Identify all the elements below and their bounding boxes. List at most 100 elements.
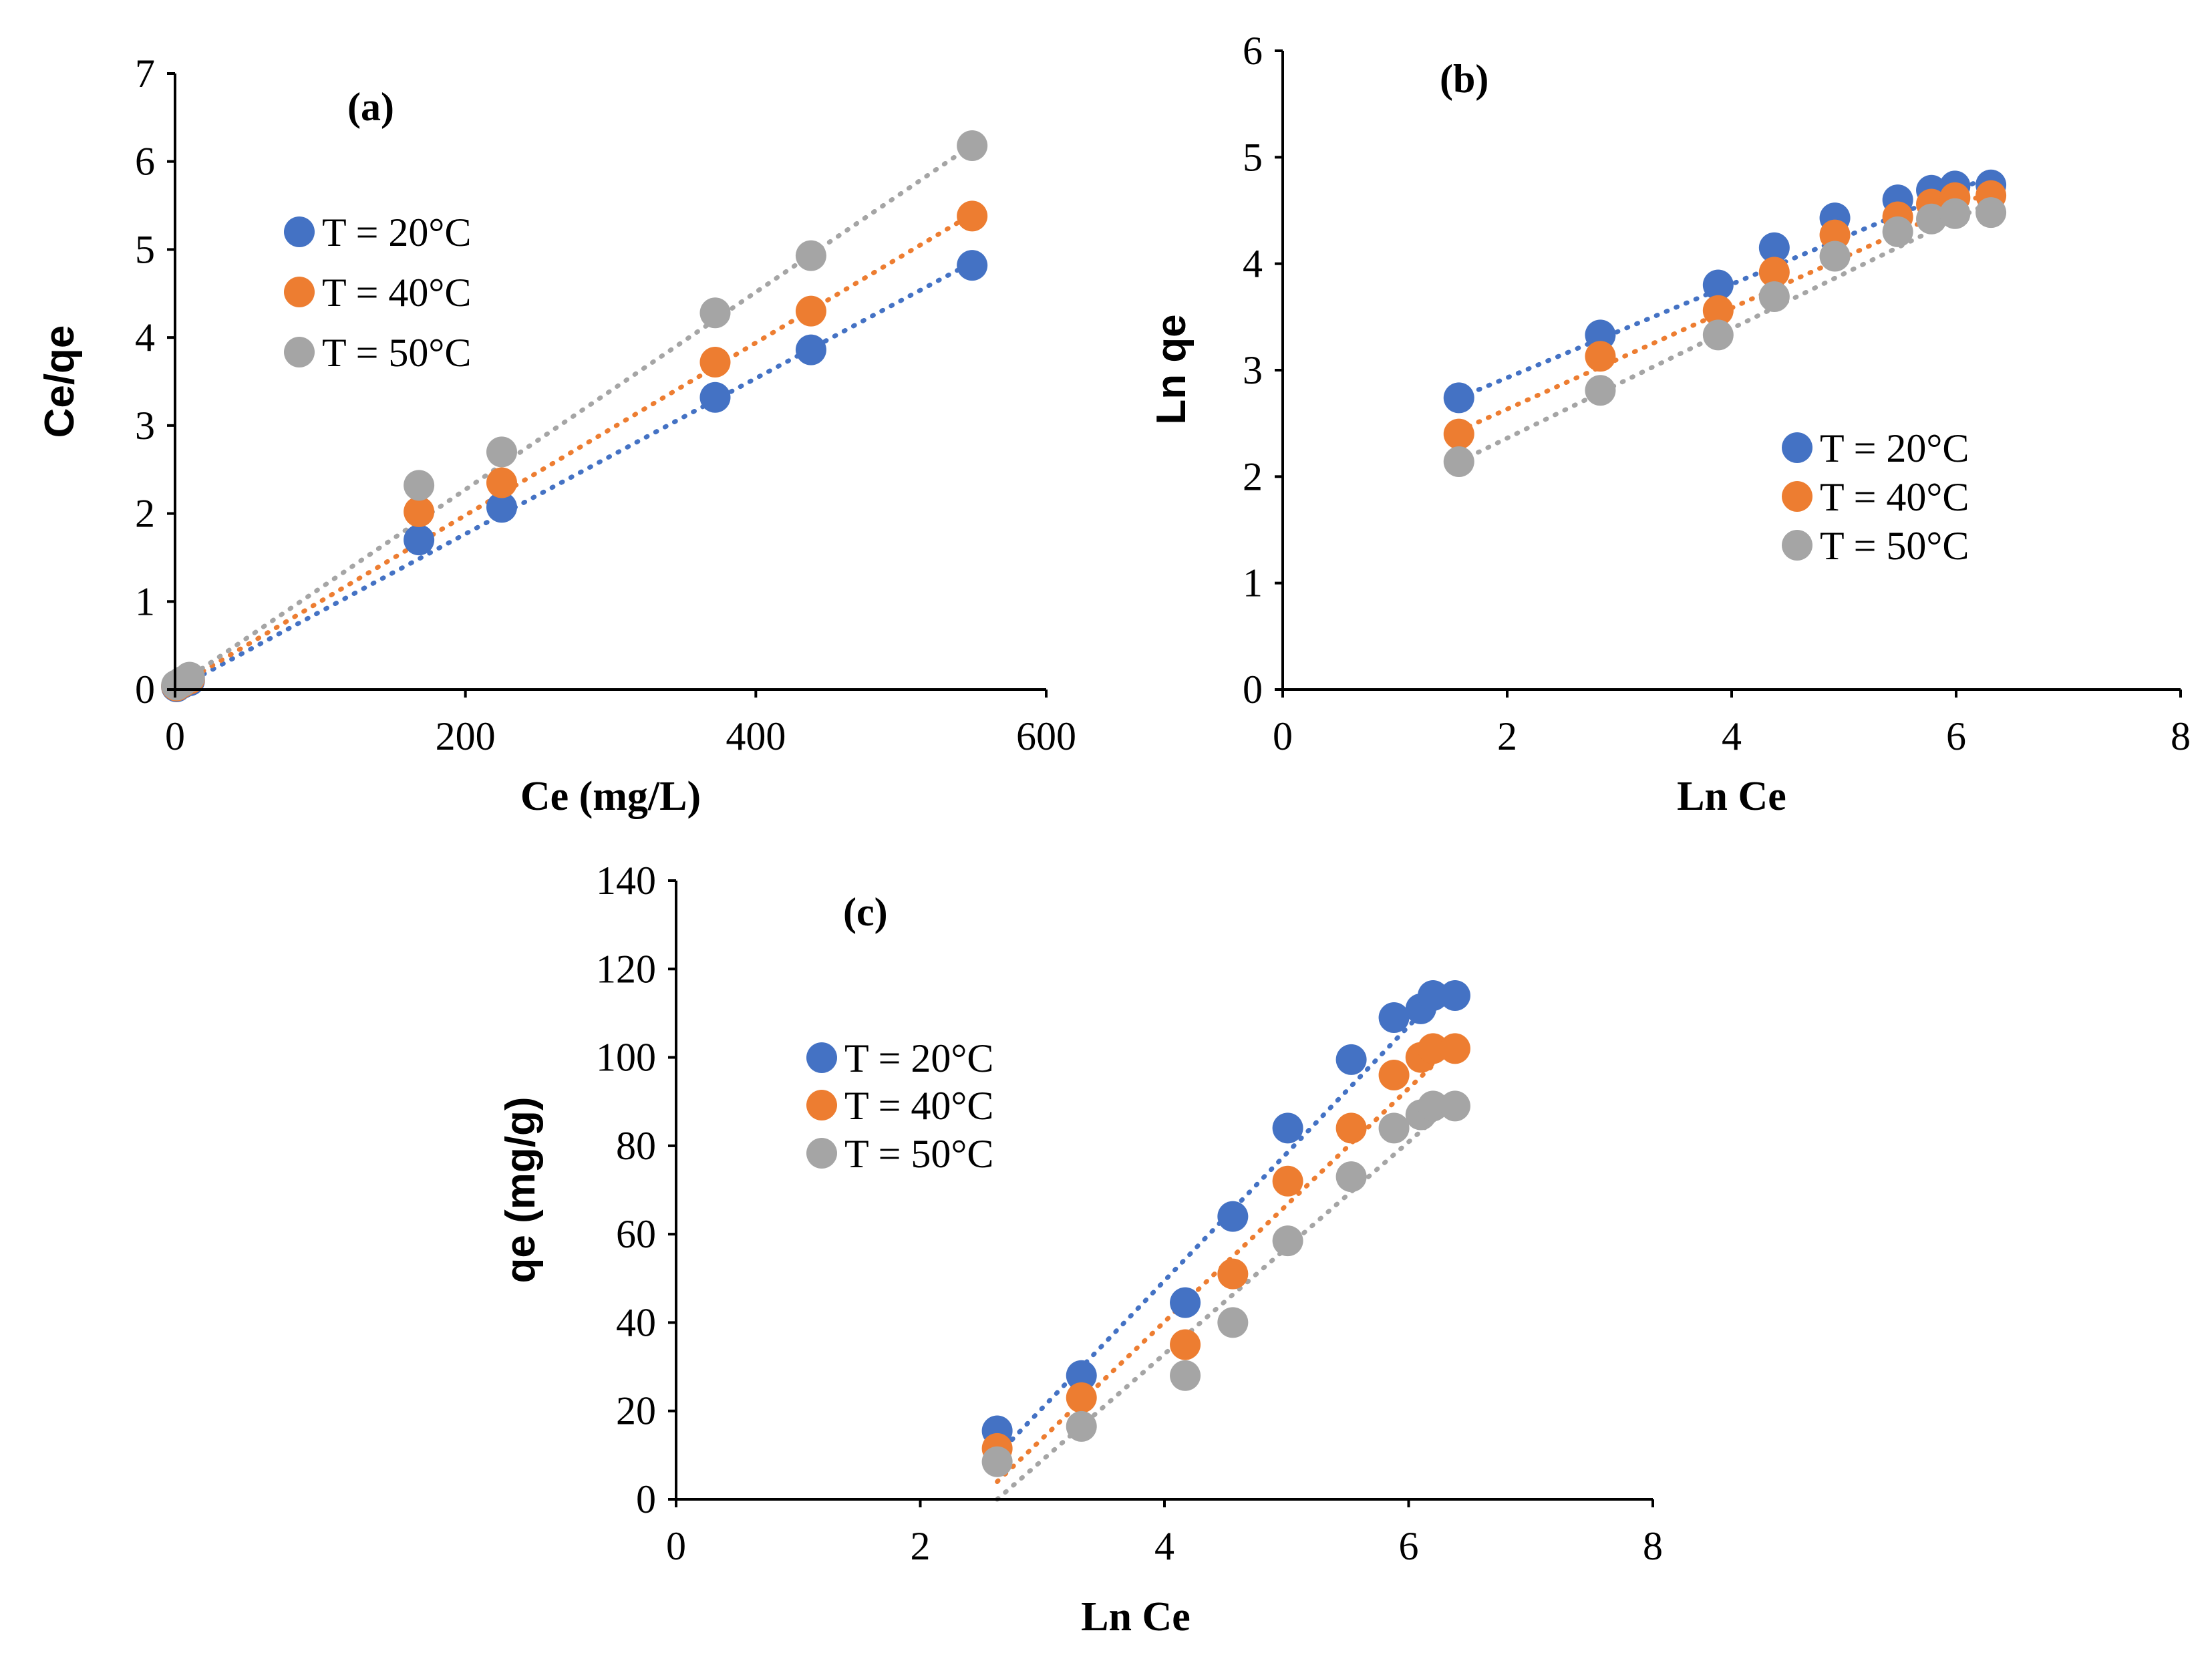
panel-b-point-50 xyxy=(1819,241,1851,272)
panel-a-trendlines xyxy=(172,140,979,692)
panel-c-point-50 xyxy=(1378,1112,1410,1144)
panel-b-y-tick-label: 5 xyxy=(1243,135,1263,179)
panel-c-x-tick-label: 2 xyxy=(911,1524,931,1568)
panel-c-point-40 xyxy=(1378,1060,1410,1091)
panel-b-y-tick-label: 4 xyxy=(1243,242,1263,286)
panel-b-y-title: Ln qe xyxy=(1148,314,1195,424)
panel-a: 0 200 400 600 0 1 2 3 4 5 6 7 (a) Ce (mg/L) Ce/qe T… xyxy=(37,51,1076,819)
panel-a-point-40 xyxy=(486,467,517,498)
panel-c-trendline-50 xyxy=(995,1099,1458,1502)
panel-b-point-40 xyxy=(1585,341,1616,372)
panel-b-legend-label-40: T = 40°C xyxy=(1820,475,1969,519)
panel-c-point-50 xyxy=(1439,1090,1470,1122)
panel-c-point-20 xyxy=(1272,1112,1303,1144)
panel-c-y-tick-label: 80 xyxy=(616,1124,656,1168)
panel-c-label: (c) xyxy=(843,890,888,934)
panel-c-y-tick-label: 60 xyxy=(616,1212,656,1256)
panel-a-points xyxy=(161,130,988,703)
panel-b-y-tick-label: 6 xyxy=(1243,29,1263,73)
panel-c-point-50 xyxy=(1170,1360,1201,1391)
panel-c-point-50 xyxy=(1066,1410,1097,1442)
panel-b-x-tick-label: 4 xyxy=(1722,714,1742,758)
panel-a-label: (a) xyxy=(347,85,394,129)
panel-b-point-20 xyxy=(1443,382,1474,414)
panel-b-y-tick-label: 0 xyxy=(1243,667,1263,712)
panel-c-point-40 xyxy=(1272,1165,1303,1197)
panel-c-point-20 xyxy=(1066,1360,1097,1391)
panel-b-x-tick-label: 6 xyxy=(1946,714,1966,758)
panel-c-legend-label-40: T = 40°C xyxy=(844,1084,993,1128)
panel-c-point-40 xyxy=(1170,1329,1201,1360)
panel-b-point-20 xyxy=(1758,232,1790,263)
panel-c-x-tick-label: 8 xyxy=(1643,1524,1663,1568)
panel-c-point-40 xyxy=(1217,1258,1249,1290)
panel-c-y-tick-label: 140 xyxy=(596,859,656,903)
panel-c-point-20 xyxy=(1170,1287,1201,1318)
panel-a-trendline-50 xyxy=(172,140,979,690)
panel-a-y-tick-label: 7 xyxy=(135,51,155,96)
panel-c-point-20 xyxy=(1418,980,1449,1011)
panel-c-point-50 xyxy=(1418,1090,1449,1122)
panel-b-point-50 xyxy=(1585,375,1616,406)
panel-b-point-50 xyxy=(1702,319,1734,351)
panel-b-y-tick-label: 1 xyxy=(1243,561,1263,605)
panel-c-y-tick-label: 120 xyxy=(596,947,656,991)
panel-a-x-tick-label: 0 xyxy=(165,714,185,758)
panel-a-point-50 xyxy=(174,661,205,693)
panel-b: 0 2 4 6 8 0 1 2 3 4 5 6 (b) Ln Ce Ln qe T = 20°C T … xyxy=(1148,29,2191,819)
panel-c-x-tick-label: 4 xyxy=(1154,1524,1174,1568)
panel-a-legend-marker-40 xyxy=(284,277,315,307)
panel-c-point-20 xyxy=(1378,1002,1410,1034)
panel-c-point-20 xyxy=(1217,1201,1249,1232)
panel-b-x-title: Ln Ce xyxy=(1677,774,1786,819)
panel-c-legend-marker-40 xyxy=(806,1090,837,1120)
panel-a-legend-marker-50 xyxy=(284,337,315,367)
panel-a-point-20 xyxy=(404,524,435,556)
panel-c-points xyxy=(981,980,1470,1477)
panel-a-y-tick-label: 4 xyxy=(135,315,155,359)
panel-b-x-tick-label: 8 xyxy=(2171,714,2191,758)
panel-c-legend-marker-20 xyxy=(806,1042,837,1073)
panel-a-point-50 xyxy=(957,130,988,162)
panel-b-point-40 xyxy=(1702,295,1734,326)
panel-b-legend-marker-40 xyxy=(1782,481,1812,512)
panel-c-point-20 xyxy=(1335,1044,1367,1075)
panel-a-x-title: Ce (mg/L) xyxy=(520,774,701,819)
panel-a-x-tick-label: 400 xyxy=(726,714,786,758)
panel-a-point-20 xyxy=(957,250,988,281)
panel-c-x-title: Ln Ce xyxy=(1081,1594,1191,1640)
panel-b-legend: T = 20°C T = 40°C T = 50°C xyxy=(1782,426,1969,568)
panel-b-label: (b) xyxy=(1440,57,1488,101)
panel-b-legend-label-50: T = 50°C xyxy=(1820,524,1969,568)
panel-a-point-20 xyxy=(699,382,731,413)
panel-b-point-50 xyxy=(1758,281,1790,313)
panel-a-y-tick-label: 1 xyxy=(135,579,155,623)
panel-c-x-tick-label: 0 xyxy=(666,1524,686,1568)
panel-b-legend-marker-20 xyxy=(1782,432,1812,463)
panel-c-point-50 xyxy=(1272,1225,1303,1257)
panel-a-point-50 xyxy=(699,297,731,329)
panel-a-y-title: Ce/qe xyxy=(37,325,83,438)
panel-a-point-40 xyxy=(957,200,988,232)
panel-a-point-40 xyxy=(795,295,826,327)
panel-c-point-50 xyxy=(1335,1161,1367,1193)
panel-c-legend-marker-50 xyxy=(806,1138,837,1169)
panel-b-point-50 xyxy=(1939,198,1971,229)
panel-c-trendlines xyxy=(995,975,1458,1502)
panel-a-x-tick-label: 600 xyxy=(1016,714,1076,758)
panel-c-point-50 xyxy=(981,1446,1013,1477)
panel-c-point-40 xyxy=(1439,1033,1470,1064)
panel-b-point-40 xyxy=(1758,257,1790,288)
panel-c-legend: T = 20°C T = 40°C T = 50°C xyxy=(806,1036,993,1176)
panel-a-legend-label-20: T = 20°C xyxy=(322,210,471,255)
panel-a-y-tick-label: 0 xyxy=(135,667,155,712)
panel-c-point-50 xyxy=(1217,1307,1249,1338)
panel-a-legend-label-40: T = 40°C xyxy=(322,271,471,315)
panel-a-y-tick-label: 2 xyxy=(135,492,155,536)
panel-b-point-50 xyxy=(1443,446,1474,478)
panel-a-legend-label-50: T = 50°C xyxy=(322,331,471,375)
panel-a-point-20 xyxy=(486,492,517,523)
